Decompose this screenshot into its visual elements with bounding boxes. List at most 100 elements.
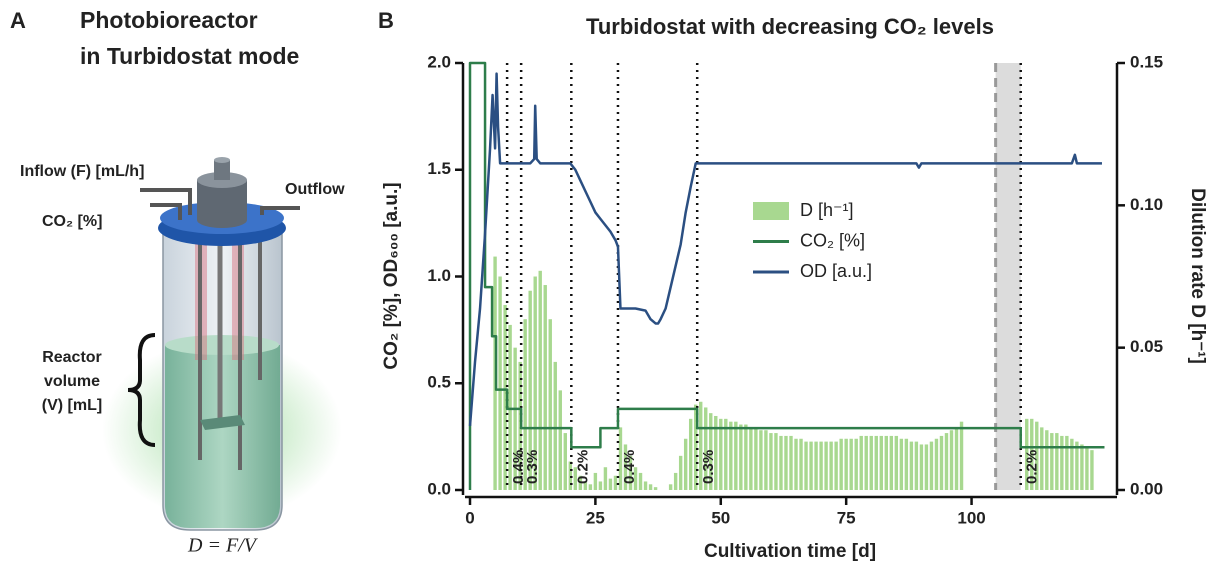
bar [709, 413, 713, 490]
brace [127, 333, 156, 447]
bar [648, 484, 653, 490]
y-axis-label: CO₂ [%], OD₆₀₀ [a.u.] [381, 182, 402, 369]
cap [214, 157, 230, 163]
inflow-label: Inflow (F) [mL/h] [20, 163, 144, 180]
bar [699, 401, 703, 490]
chart-title: Turbidostat with decreasing CO₂ levels [586, 14, 994, 39]
bar [653, 487, 658, 490]
x-tick-label: 100 [957, 508, 985, 527]
bar [498, 276, 502, 490]
bar [874, 435, 878, 490]
bar [859, 435, 863, 490]
impeller [200, 415, 245, 430]
bar [759, 430, 763, 490]
bar [929, 441, 934, 490]
bar [573, 467, 578, 490]
legend-label: D [h⁻¹] [800, 200, 854, 220]
y2-axis-label: Dilution rate D [h⁻¹] [1187, 188, 1208, 364]
bar [513, 347, 517, 490]
outflow-label: Outflow [285, 181, 345, 198]
bar [593, 472, 598, 490]
x-tick-label: 25 [586, 508, 605, 527]
bar [1055, 433, 1059, 490]
annotation-label: 0.2% [574, 450, 591, 484]
bar [824, 441, 828, 490]
bar [533, 276, 537, 490]
bar [1030, 418, 1034, 490]
bar [834, 441, 838, 490]
bar [864, 435, 868, 490]
legend-label: OD [a.u.] [800, 261, 872, 281]
bar [779, 435, 783, 490]
volume-label: (V) [mL] [42, 397, 102, 414]
legend-swatch [753, 202, 789, 220]
y-tick-label: 0.5 [427, 373, 451, 392]
highlight-region [995, 63, 1021, 490]
bar [894, 435, 899, 490]
bar [1085, 447, 1089, 490]
bar [603, 467, 608, 490]
bar [638, 472, 643, 490]
bar [789, 435, 793, 490]
bar [608, 478, 613, 490]
bar [909, 441, 914, 490]
bar [694, 404, 698, 490]
bar [849, 438, 853, 490]
x-tick-label: 50 [711, 508, 730, 527]
bar [1075, 441, 1079, 490]
bar [809, 441, 813, 490]
volume-label: Reactor [42, 349, 102, 366]
line [468, 61, 1105, 490]
bar [1065, 435, 1069, 490]
bar [744, 424, 748, 490]
y-tick-label: 0.0 [427, 479, 451, 498]
bar [949, 430, 954, 490]
bar [774, 433, 778, 490]
bar [794, 438, 798, 490]
bar [643, 481, 648, 490]
bar [829, 441, 833, 490]
panel-label: A [10, 8, 26, 33]
bar [939, 435, 944, 490]
bar [754, 427, 758, 490]
bar [749, 427, 753, 490]
bar [588, 484, 593, 490]
bar [959, 421, 964, 490]
bar [1080, 444, 1084, 490]
bar [934, 438, 939, 490]
bar [1060, 435, 1064, 490]
bar [528, 290, 532, 490]
bar [1035, 421, 1039, 490]
y-tick-label: 1.5 [427, 159, 451, 178]
bar [899, 438, 904, 490]
bar [719, 418, 723, 490]
bar [1025, 418, 1029, 490]
x-tick-label: 0 [465, 508, 474, 527]
bar [889, 435, 894, 490]
y2-tick-label: 0.10 [1130, 195, 1163, 214]
co2-pipe [150, 203, 182, 220]
bar [683, 438, 688, 490]
bar [1045, 430, 1049, 490]
panel-label: B [378, 8, 394, 33]
bar [944, 433, 949, 490]
bar [523, 319, 527, 490]
bar [558, 390, 562, 490]
bar [869, 435, 873, 490]
co2-label: CO₂ [%] [42, 213, 102, 230]
bar [1090, 450, 1094, 490]
bar [538, 270, 542, 490]
bar [688, 418, 693, 490]
bar [1070, 438, 1074, 490]
inflow-pipe [140, 188, 192, 215]
bar [729, 421, 733, 490]
bar [578, 475, 583, 490]
bar [914, 441, 919, 490]
bar [919, 444, 924, 490]
outflow-pipe [260, 206, 300, 215]
bar [714, 415, 718, 490]
bar [904, 438, 909, 490]
bar [598, 481, 603, 490]
panel-a: A Photobioreactor in Turbidostat mode In… [10, 7, 345, 557]
